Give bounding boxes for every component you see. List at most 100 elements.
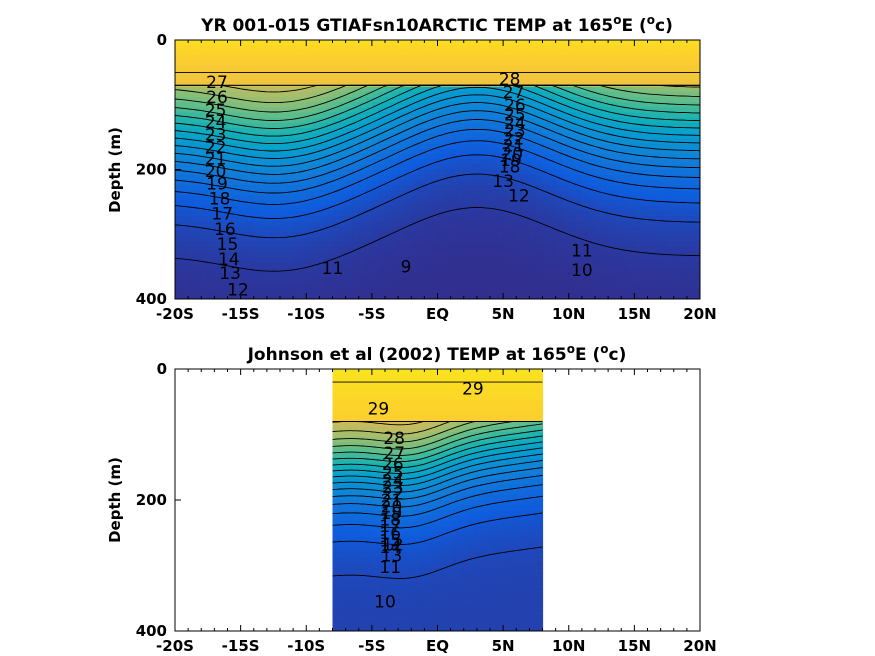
field-cell [588, 122, 596, 129]
field-cell [361, 505, 365, 512]
field-cell [529, 252, 537, 259]
field-cell [340, 500, 344, 506]
field-cell [385, 133, 393, 140]
field-cell [207, 76, 215, 83]
field-cell [391, 242, 399, 248]
field-cell [247, 221, 255, 228]
field-cell [608, 65, 616, 72]
field-cell [348, 568, 352, 574]
field-cell [358, 526, 362, 533]
field-cell [496, 96, 504, 103]
field-cell [549, 91, 557, 98]
field-cell [369, 547, 373, 553]
field-cell [220, 128, 229, 134]
field-cell [450, 159, 458, 165]
field-cell [398, 252, 406, 259]
field-cell [365, 200, 373, 207]
field-cell [490, 242, 498, 248]
field-cell [234, 247, 242, 253]
field-cell [483, 40, 491, 46]
field-cell [647, 102, 655, 108]
field-cell [201, 143, 209, 150]
field-cell [214, 226, 222, 233]
field-cell [391, 65, 399, 72]
field-cell [339, 247, 347, 253]
contour-label: 20 [501, 144, 523, 164]
field-cell [260, 138, 268, 145]
field-cell [522, 169, 530, 176]
field-cell [266, 86, 275, 93]
field-cell [417, 210, 425, 217]
field-cell [332, 179, 340, 186]
field-cell [601, 133, 609, 140]
field-cell [385, 138, 393, 145]
field-cell [260, 102, 268, 108]
field-cell [522, 81, 530, 88]
field-cell [339, 122, 347, 129]
field-cell [627, 50, 635, 57]
field-cell [509, 247, 517, 253]
field-cell [575, 143, 583, 150]
field-cell [286, 60, 294, 67]
contour-label: 22 [205, 138, 227, 158]
field-cell [312, 81, 320, 88]
field-cell [306, 159, 314, 165]
field-cell [490, 283, 498, 290]
field-cell [207, 293, 215, 299]
field-cell [673, 153, 681, 160]
field-cell [424, 210, 432, 217]
field-cell [340, 416, 344, 422]
field-cell [667, 71, 675, 77]
field-cell [260, 76, 268, 83]
field-cell [345, 174, 353, 181]
field-cell [444, 76, 452, 83]
field-cell [335, 442, 339, 449]
field-cell [640, 81, 649, 88]
field-cell [404, 242, 412, 248]
field-cell [369, 421, 373, 428]
field-cell [522, 55, 530, 62]
field-cell [247, 76, 255, 83]
field-cell [260, 143, 268, 150]
field-cell [332, 283, 340, 290]
field-cell [430, 96, 439, 103]
field-cell [253, 236, 261, 243]
field-cell [369, 479, 373, 485]
field-cell [542, 71, 550, 77]
field-cell [335, 405, 339, 412]
field-cell [588, 76, 596, 83]
field-cell [444, 96, 452, 103]
field-cell [364, 568, 368, 574]
field-cell [266, 262, 275, 269]
field-cell [345, 568, 349, 574]
field-cell [595, 50, 603, 57]
field-cell [673, 247, 681, 253]
field-cell [437, 40, 445, 46]
field-cell [614, 195, 622, 202]
field-cell [220, 102, 229, 108]
field-cell [693, 242, 700, 248]
field-cell [667, 205, 675, 212]
field-cell [634, 148, 642, 155]
field-cell [608, 138, 616, 145]
field-cell [353, 568, 357, 574]
field-cell [280, 81, 288, 88]
field-cell [378, 288, 386, 295]
field-cell [608, 148, 616, 155]
field-cell [312, 267, 320, 274]
field-cell [350, 369, 355, 375]
field-cell [358, 267, 366, 274]
field-cell [430, 71, 439, 77]
field-cell [273, 278, 281, 285]
field-cell [463, 169, 471, 176]
field-cell [634, 288, 642, 295]
field-cell [366, 610, 370, 616]
field-cell [673, 195, 681, 202]
field-cell [476, 273, 485, 279]
field-cell [555, 55, 563, 62]
field-cell [293, 55, 301, 62]
field-cell [339, 40, 347, 46]
field-cell [430, 179, 439, 186]
field-cell [424, 278, 432, 285]
field-cell [378, 60, 386, 67]
